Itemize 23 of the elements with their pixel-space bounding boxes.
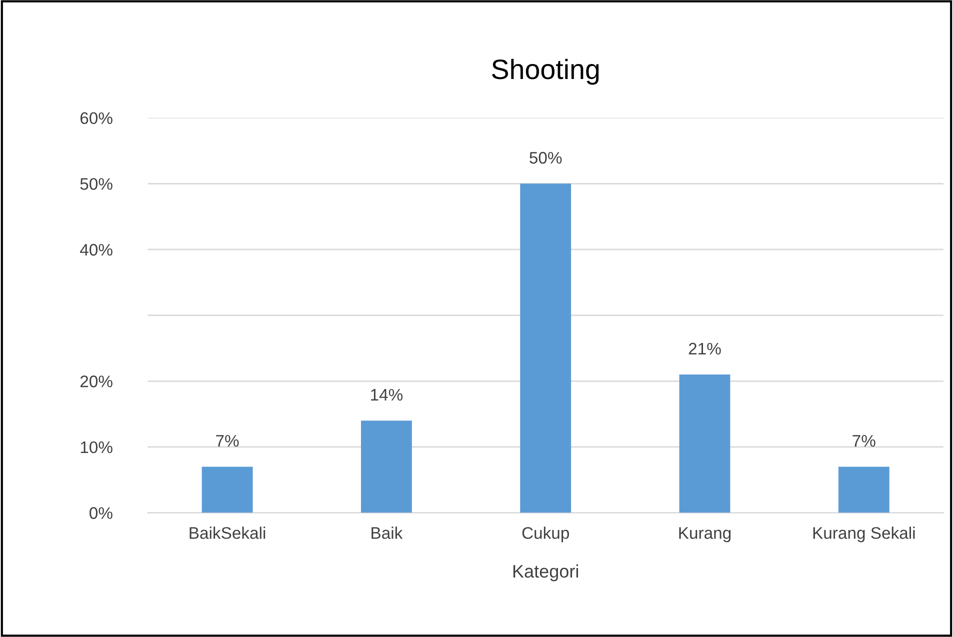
data-label: 14% [371, 388, 403, 401]
data-label: 21% [688, 342, 721, 355]
chart-title: Shooting [492, 58, 599, 85]
bar [360, 420, 412, 513]
data-label: 50% [530, 152, 562, 164]
x-axis-title: Kategori [513, 564, 578, 582]
data-label: 7% [852, 435, 876, 447]
x-tick-label: Cukup [522, 526, 569, 542]
x-tick-label: Kurang [679, 527, 731, 542]
x-tick-label: Baik [372, 526, 403, 539]
y-tick-label: 60% [80, 112, 112, 124]
bar [520, 184, 572, 513]
bar [838, 466, 890, 513]
y-tick-label: 10% [80, 441, 112, 454]
y-tick-label: 0% [90, 507, 112, 519]
y-tick-label: 40% [80, 244, 112, 256]
bar [202, 466, 253, 513]
y-tick-label: 50% [80, 178, 112, 190]
y-tick-label: 20% [80, 376, 112, 388]
data-label: 7% [216, 435, 239, 447]
x-tick-label: Kurang Sekali [813, 526, 915, 542]
x-tick-label: BaikSekali [190, 526, 266, 539]
bar [679, 374, 730, 513]
